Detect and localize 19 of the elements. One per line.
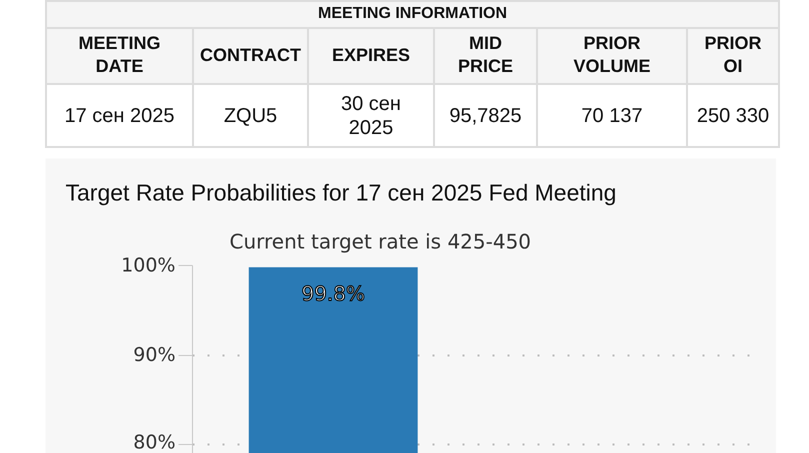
category-label: CONTRACT [200, 44, 301, 68]
category-label: MID PRICE [458, 32, 513, 78]
category-label: PRIOR VOLUME [574, 32, 651, 78]
text: 70 137 [537, 84, 687, 147]
chart-subtitle: Current target rate is 425-450 [230, 230, 532, 254]
text: MEETING INFORMATION [46, 1, 780, 28]
category-label: MEETING DATE [78, 32, 160, 78]
category-label: PRIOR OI [704, 32, 762, 78]
text: ZQU5 [193, 84, 308, 147]
category-label: EXPIRES [332, 44, 410, 68]
y-tick-label: 100% [121, 254, 176, 276]
data-label: 99.8% [301, 281, 366, 306]
text: 95,7825 [434, 84, 537, 147]
y-tick-label: 80% [133, 432, 176, 453]
y-tick-label: 90% [133, 344, 176, 366]
text: 250 330 [687, 84, 780, 147]
text: 30 сен 2025 [308, 84, 434, 147]
chart-title: Target Rate Probabilities for 17 сен 2025 Fed Meeting [66, 180, 616, 206]
text: 17 сен 2025 [46, 84, 193, 147]
